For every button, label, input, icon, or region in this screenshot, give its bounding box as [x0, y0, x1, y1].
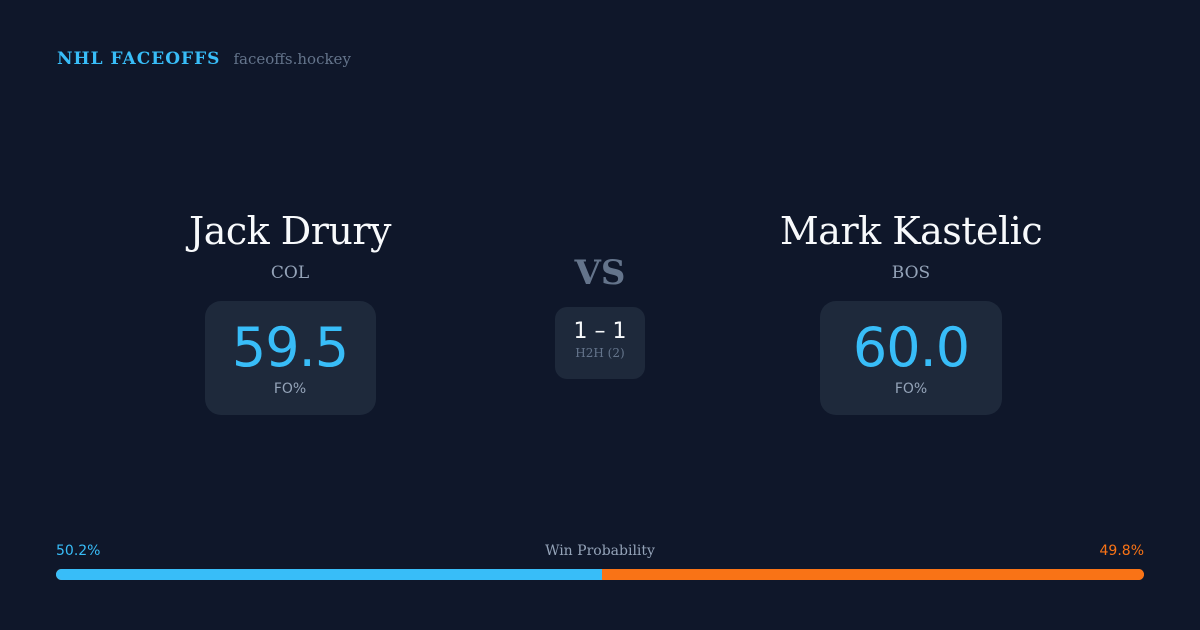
- brand-name: NHL FACEOFFS: [57, 49, 221, 69]
- player-team: BOS: [891, 263, 931, 283]
- faceoff-card: 60.0 FO%: [820, 301, 1002, 415]
- player-right: Mark Kastelic BOS 60.0 FO%: [711, 205, 1111, 415]
- win-probability: 50.2% Win Probability 49.8%: [56, 543, 1144, 580]
- brand-url: faceoffs.hockey: [233, 50, 351, 68]
- player-name: Jack Drury: [188, 209, 392, 253]
- player-name: Mark Kastelic: [779, 209, 1043, 253]
- vs-label: VS: [574, 253, 626, 293]
- faceoff-label: FO%: [273, 381, 307, 397]
- brand-header: NHL FACEOFFS faceoffs.hockey: [57, 49, 351, 69]
- faceoff-percentage: 59.5: [231, 316, 349, 379]
- faceoff-card: 59.5 FO%: [204, 301, 376, 415]
- faceoff-percentage: 60.0: [852, 316, 970, 379]
- player-team: COL: [270, 263, 310, 283]
- win-probability-bar: [56, 569, 1144, 580]
- win-probability-bar-left: [56, 569, 603, 580]
- faceoff-label: FO%: [894, 381, 928, 397]
- win-probability-title: Win Probability: [545, 543, 655, 559]
- win-probability-right: 49.8%: [1099, 543, 1144, 559]
- win-probability-left: 50.2%: [56, 543, 101, 559]
- h2h-label: H2H (2): [575, 346, 625, 360]
- player-left: Jack Drury COL 59.5 FO%: [90, 205, 490, 415]
- h2h-score: 1 – 1: [573, 319, 627, 344]
- win-probability-bar-right: [602, 569, 1144, 580]
- head-to-head-card: 1 – 1 H2H (2): [555, 307, 645, 379]
